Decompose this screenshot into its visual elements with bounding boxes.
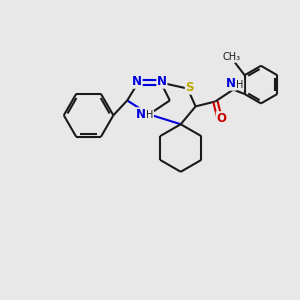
Text: H: H [236, 80, 244, 90]
Text: N: N [136, 108, 146, 121]
Text: H: H [146, 110, 154, 120]
Text: N: N [157, 75, 167, 88]
Text: S: S [185, 81, 194, 94]
Text: CH₃: CH₃ [223, 52, 241, 62]
Text: N: N [226, 77, 236, 90]
Text: O: O [216, 112, 226, 125]
Text: N: N [132, 75, 142, 88]
